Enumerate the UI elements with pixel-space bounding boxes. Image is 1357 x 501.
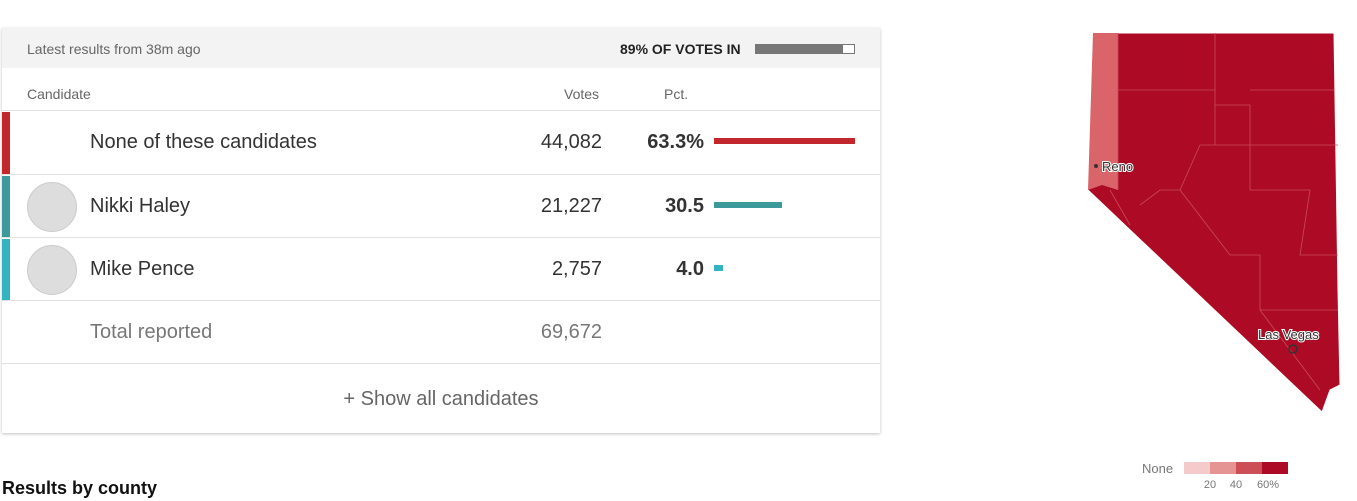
results-card: Latest results from 38m ago 89% OF VOTES…: [2, 28, 880, 433]
pct: 30.5: [665, 194, 704, 217]
avatar: [27, 245, 77, 295]
county-light: [1088, 33, 1118, 190]
total-votes: 69,672: [540, 321, 602, 343]
votes: 44,082: [540, 131, 602, 153]
lv-dot: [1288, 344, 1298, 354]
candidate-row: None of these candidates 44,082 63.3%: [2, 110, 880, 174]
pct: 63.3%: [647, 131, 704, 153]
legend-swatch: [1184, 462, 1210, 474]
votes: 2,757: [551, 258, 602, 280]
show-all[interactable]: + Show all candidates: [343, 388, 539, 410]
reno-dot: [1094, 164, 1098, 168]
legend-tick: 60%: [1257, 479, 1279, 491]
map: Reno Las Vegas None 20 40 60%: [1087, 32, 1341, 491]
total-label: Total reported: [90, 321, 213, 343]
row-stripe: [2, 175, 10, 238]
legend-swatch: [1210, 462, 1236, 474]
candidate-row: Nikki Haley 21,227 30.5: [2, 173, 880, 238]
legend-tick: 20: [1204, 479, 1216, 491]
candidate-row: Mike Pence 2,757 4.0: [2, 237, 880, 301]
candidate-name: Mike Pence: [90, 258, 195, 280]
legend-swatch: [1262, 462, 1288, 474]
col-candidate: Candidate: [27, 86, 91, 102]
county-lines: [1109, 33, 1338, 391]
votes-in-fill: [756, 45, 844, 53]
city-label: Reno: [1102, 159, 1133, 174]
legend-swatch: [1236, 462, 1262, 474]
candidate-name: Nikki Haley: [90, 194, 191, 217]
col-votes: Votes: [564, 86, 600, 102]
row-stripe: [2, 239, 10, 301]
pct-bar: [714, 265, 723, 271]
legend-tick: 40: [1230, 479, 1242, 491]
pct-bar: [714, 138, 856, 144]
pct: 4.0: [676, 258, 704, 280]
legend-none: None: [1142, 461, 1173, 476]
state: [1087, 32, 1341, 413]
total-row: Total reported 69,672: [2, 300, 880, 364]
votes: 21,227: [540, 194, 602, 217]
votes-in-track: [755, 44, 855, 54]
updated: Latest results from 38m ago: [27, 41, 201, 57]
card-header: [2, 28, 880, 68]
city-label: Las Vegas: [1258, 327, 1319, 342]
col-pct: Pct.: [664, 86, 689, 102]
pct-bar: [714, 201, 782, 208]
votes-in: 89% OF VOTES IN: [620, 41, 741, 57]
avatar: [27, 181, 77, 232]
show-all-row: + Show all candidates: [2, 363, 880, 434]
candidate-name: None of these candidates: [90, 131, 317, 153]
section-title: Results by county: [2, 478, 158, 498]
row-stripe: [2, 112, 10, 174]
